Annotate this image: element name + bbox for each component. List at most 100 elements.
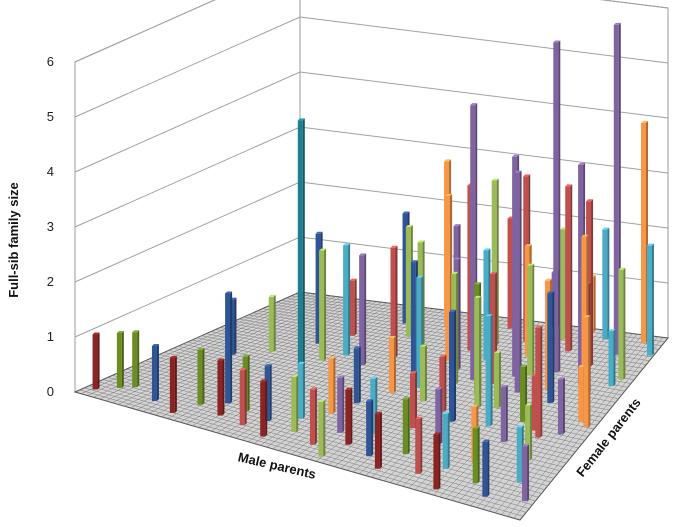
column-top-face	[474, 295, 482, 298]
family-column	[366, 399, 374, 457]
column-top-face	[318, 399, 326, 402]
column-front-face	[525, 405, 531, 461]
family-column	[525, 403, 533, 461]
column-front-face	[297, 120, 303, 396]
column-top-face	[444, 159, 452, 162]
column-top-face	[586, 199, 594, 202]
column-top-face	[578, 162, 586, 165]
column-side-face	[540, 325, 543, 438]
column-top-face	[416, 275, 424, 278]
y-tick-label: 4	[47, 164, 54, 179]
family-column	[557, 377, 565, 435]
family-column	[493, 351, 501, 409]
family-column	[349, 278, 357, 336]
family-column	[116, 330, 124, 388]
y-tick-label: 6	[47, 54, 54, 69]
column-top-face	[565, 184, 573, 187]
y-tick-label: 5	[47, 109, 54, 124]
column-top-face	[493, 351, 501, 354]
column-front-face	[527, 265, 533, 376]
column-side-face	[354, 278, 357, 336]
column-top-face	[328, 356, 336, 359]
floor-gridline	[79, 389, 524, 517]
family-column	[319, 248, 327, 361]
family-column	[345, 387, 353, 445]
column-front-face	[646, 245, 652, 356]
family-column	[547, 291, 555, 404]
column-top-face	[297, 361, 305, 364]
family-column	[217, 358, 225, 416]
column-front-face	[291, 376, 297, 432]
column-side-face	[498, 351, 501, 409]
column-side-face	[651, 243, 654, 356]
column-front-face	[116, 332, 122, 388]
column-front-face	[439, 356, 445, 412]
family-column	[485, 314, 493, 427]
column-front-face	[522, 446, 528, 502]
family-column	[197, 347, 205, 405]
family-column	[359, 253, 367, 366]
y-tick-label: 3	[47, 219, 54, 234]
column-top-face	[388, 335, 396, 338]
y-tick-label: 2	[47, 274, 54, 289]
column-side-face	[588, 315, 591, 428]
column-front-face	[405, 226, 411, 337]
column-top-face	[132, 330, 140, 333]
floor-gridline	[173, 348, 585, 441]
family-column	[419, 344, 427, 402]
floor-gridline	[248, 314, 635, 380]
family-column	[491, 178, 499, 346]
family-column	[602, 227, 610, 340]
column-top-face	[523, 174, 531, 177]
column-top-face	[602, 227, 610, 230]
column-top-face	[471, 404, 479, 407]
column-top-face	[435, 387, 443, 390]
column-side-face	[527, 444, 530, 502]
family-column	[565, 184, 573, 352]
column-top-face	[581, 234, 589, 237]
column-side-face	[479, 295, 482, 408]
column-side-face	[552, 291, 555, 404]
column-top-face	[618, 267, 626, 270]
column-side-face	[447, 411, 450, 469]
column-top-face	[390, 245, 398, 248]
column-front-face	[485, 316, 491, 427]
column-top-face	[239, 368, 247, 371]
column-side-face	[407, 397, 410, 455]
column-top-face	[410, 371, 418, 374]
column-side-face	[440, 387, 443, 445]
column-side-face	[496, 178, 499, 346]
column-front-face	[618, 269, 624, 380]
column-top-face	[242, 354, 250, 357]
column-front-face	[602, 229, 608, 340]
column-side-face	[424, 344, 427, 402]
column-front-face	[641, 122, 647, 343]
column-top-face	[583, 315, 591, 318]
column-front-face	[217, 360, 223, 416]
column-front-face	[613, 24, 619, 355]
column-top-face	[445, 193, 453, 196]
family-column	[472, 426, 480, 484]
column-side-face	[532, 263, 535, 376]
column-side-face	[174, 355, 177, 413]
column-top-face	[470, 103, 478, 106]
family-column	[646, 243, 654, 356]
y-tick-label: 0	[47, 384, 54, 399]
column-side-face	[324, 248, 327, 361]
floor-gridline	[88, 385, 530, 509]
family-column	[618, 267, 626, 380]
column-front-face	[239, 370, 245, 426]
column-side-face	[613, 329, 616, 387]
column-side-face	[97, 332, 100, 390]
column-top-face	[433, 432, 441, 435]
column-front-face	[449, 311, 455, 422]
column-side-face	[490, 314, 493, 427]
column-side-face	[269, 364, 272, 422]
column-top-face	[264, 364, 272, 367]
column-top-face	[514, 170, 522, 173]
column-top-face	[260, 379, 268, 382]
column-front-face	[608, 331, 614, 387]
column-top-face	[374, 411, 382, 414]
family-column	[449, 309, 457, 422]
